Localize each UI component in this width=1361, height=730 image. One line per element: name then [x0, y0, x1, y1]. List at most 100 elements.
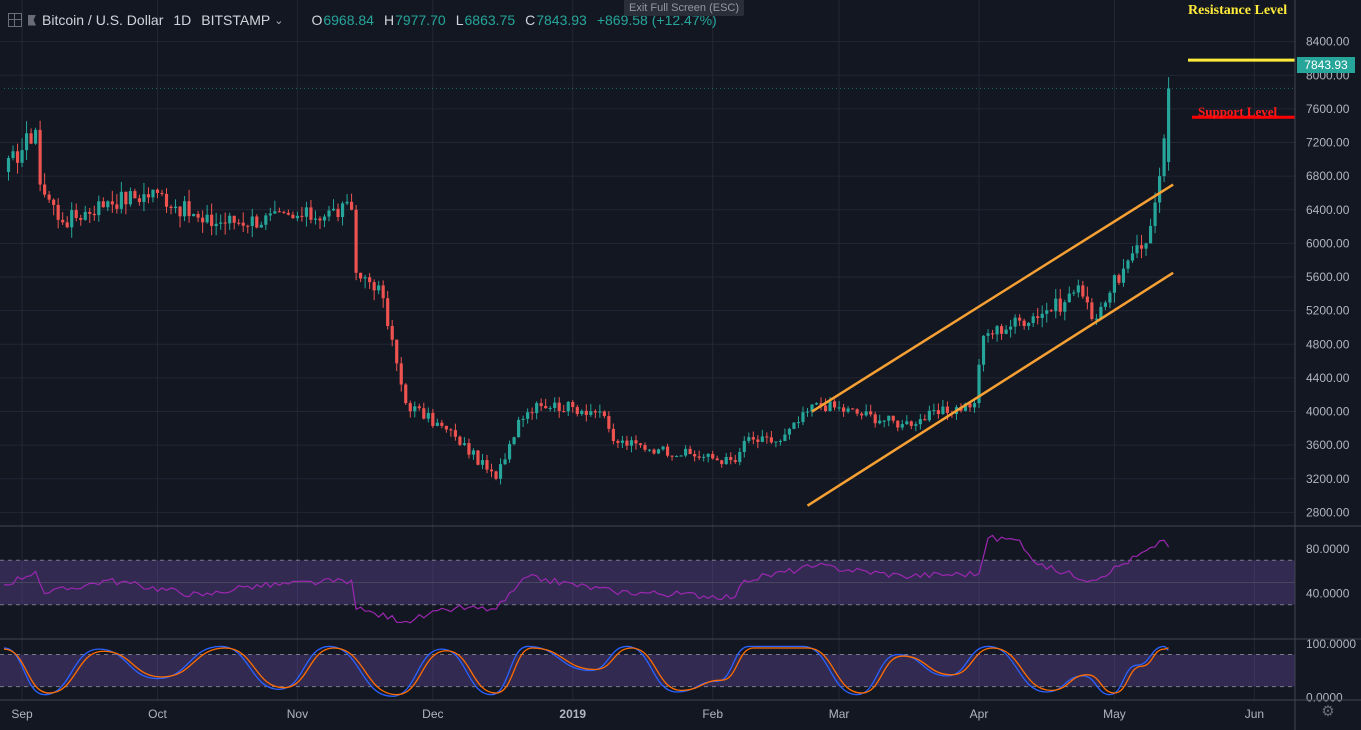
y-tick-label: 3600.00	[1306, 438, 1350, 452]
candle-body	[187, 201, 191, 217]
candle-body	[756, 439, 760, 442]
channel-lower-line	[806, 271, 1174, 507]
candle-body	[774, 441, 778, 443]
candle-body	[842, 407, 846, 412]
candle-body	[164, 193, 169, 207]
candle-body	[1009, 326, 1013, 330]
candle-body	[517, 419, 521, 438]
candle-body	[462, 443, 467, 445]
symbol-header[interactable]: Bitcoin / U.S. Dollar 1D BITSTAMP ⌄ O 69…	[8, 9, 727, 31]
candle-body	[1085, 296, 1089, 303]
candle-body	[79, 218, 83, 220]
candle-body	[336, 208, 340, 218]
candle-body	[1148, 225, 1153, 244]
candle-body	[936, 410, 940, 415]
candle-body	[684, 448, 688, 456]
candle-body	[571, 401, 575, 408]
candle-body	[349, 201, 354, 210]
candle-body	[1135, 245, 1139, 254]
candle-body	[593, 411, 597, 413]
x-tick-label: Nov	[287, 707, 308, 721]
symbol-name[interactable]: Bitcoin / U.S. Dollar	[42, 12, 164, 28]
candle-body	[182, 201, 187, 217]
candle-body	[638, 443, 643, 446]
candle-body	[471, 450, 476, 455]
candle-body	[413, 406, 417, 412]
exit-fullscreen-button[interactable]: Exit Full Screen (ESC)	[624, 0, 745, 16]
candle-body	[24, 133, 29, 151]
candle-body	[453, 430, 457, 437]
x-tick-label: Dec	[422, 707, 443, 721]
candle-body	[981, 335, 986, 365]
candle-body	[747, 437, 751, 441]
candle-body	[1121, 268, 1126, 283]
candle-body	[1022, 320, 1026, 327]
rsi-line	[3, 534, 1170, 624]
candle-body	[237, 222, 241, 224]
candle-body	[589, 411, 593, 415]
candle-body	[20, 150, 24, 163]
candle-body	[548, 407, 552, 409]
candle-body	[1067, 293, 1071, 303]
y-tick-label: 3200.00	[1306, 472, 1350, 486]
candle-body	[223, 222, 227, 224]
candle-body	[119, 191, 123, 209]
candle-body	[34, 129, 38, 144]
candle-body	[83, 211, 87, 220]
candle-body	[918, 419, 922, 425]
candle-body	[688, 448, 692, 455]
low-value: 6863.75	[464, 12, 516, 28]
candle-body	[679, 455, 683, 457]
candlestick-series	[6, 77, 1171, 485]
stoch-tick-label: 100.0000	[1306, 637, 1356, 651]
candle-body	[1040, 313, 1044, 318]
candle-body	[291, 214, 295, 219]
x-tick-label: Mar	[829, 707, 850, 721]
candle-body	[607, 416, 611, 429]
candle-body	[711, 453, 715, 459]
candle-body	[566, 401, 570, 412]
candle-body	[507, 444, 512, 460]
candle-body	[29, 133, 33, 144]
x-tick-label: Feb	[702, 707, 723, 721]
candle-body	[494, 471, 498, 479]
gear-icon[interactable]: ⚙	[1321, 703, 1335, 720]
exchange[interactable]: BITSTAMP	[201, 12, 271, 28]
candle-body	[137, 198, 141, 203]
candle-body	[990, 333, 995, 335]
resistance-label: Resistance Level	[1188, 3, 1288, 18]
candle-body	[155, 189, 160, 193]
candle-body	[115, 204, 119, 209]
candle-body	[408, 403, 412, 412]
collapse-icon[interactable]	[8, 13, 22, 27]
candle-body	[1139, 245, 1144, 249]
candle-body	[1004, 329, 1008, 334]
candle-body	[972, 403, 977, 408]
candle-body	[61, 219, 65, 223]
candle-body	[340, 203, 345, 218]
candle-body	[882, 420, 886, 422]
candle-body	[440, 422, 444, 426]
candle-body	[476, 450, 480, 465]
candle-body	[444, 425, 448, 430]
candle-body	[1112, 275, 1117, 293]
candle-body	[11, 151, 15, 158]
candle-body	[896, 420, 900, 428]
y-tick-label: 5600.00	[1306, 270, 1350, 284]
chevron-down-icon[interactable]: ⌄	[274, 14, 284, 27]
candle-body	[1158, 176, 1162, 203]
candle-body	[214, 223, 218, 227]
rsi-panel: 80.0000 40.0000	[0, 534, 1350, 624]
interval[interactable]: 1D	[173, 12, 192, 28]
candle-body	[846, 408, 850, 412]
candle-body	[810, 404, 814, 412]
candle-body	[241, 222, 245, 226]
candle-body	[1054, 298, 1058, 312]
candle-body	[530, 412, 534, 414]
candle-body	[634, 440, 638, 444]
candle-body	[625, 440, 629, 446]
candle-body	[273, 211, 277, 214]
candle-body	[386, 298, 390, 327]
candle-body	[232, 215, 236, 223]
